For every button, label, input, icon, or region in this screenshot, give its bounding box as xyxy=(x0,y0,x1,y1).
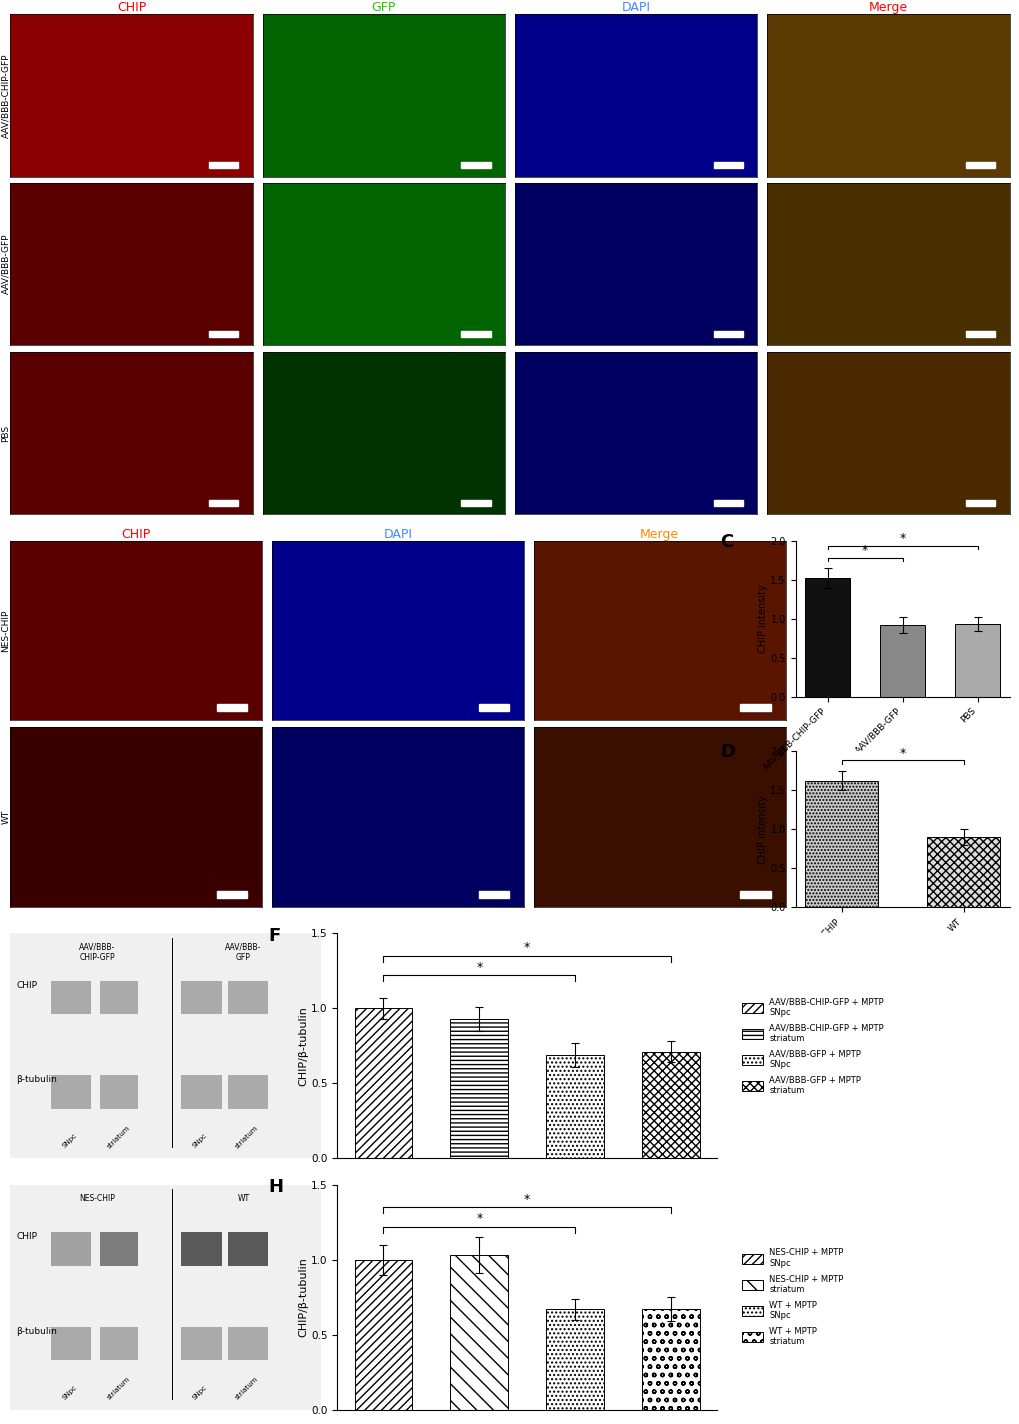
Bar xyxy=(740,703,770,711)
Bar xyxy=(181,1232,221,1266)
Y-axis label: PBS: PBS xyxy=(2,424,10,441)
Text: *: * xyxy=(524,1193,530,1206)
Bar xyxy=(804,780,877,907)
Legend: NES-CHIP + MPTP
SNpc, NES-CHIP + MPTP
striatum, WT + MPTP
SNpc, WT + MPTP
striat: NES-CHIP + MPTP SNpc, NES-CHIP + MPTP st… xyxy=(737,1245,847,1350)
Bar xyxy=(965,330,995,337)
Y-axis label: CHIP intensity: CHIP intensity xyxy=(757,584,767,652)
Text: striatum: striatum xyxy=(106,1125,131,1149)
Bar xyxy=(100,981,138,1014)
Bar xyxy=(926,837,999,907)
Text: β-tubulin: β-tubulin xyxy=(16,1075,57,1084)
Text: *: * xyxy=(899,746,905,760)
Bar xyxy=(546,1309,603,1410)
Y-axis label: CHIP/β-tubulin: CHIP/β-tubulin xyxy=(298,1005,308,1087)
Text: striatum: striatum xyxy=(233,1125,259,1149)
Bar xyxy=(100,1327,138,1360)
Y-axis label: CHIP intensity: CHIP intensity xyxy=(757,795,767,863)
Text: NES-CHIP: NES-CHIP xyxy=(79,1193,115,1203)
Text: *: * xyxy=(899,533,905,545)
Text: β-tubulin: β-tubulin xyxy=(16,1327,57,1336)
Text: CHIP: CHIP xyxy=(16,981,38,990)
Bar xyxy=(100,1232,138,1266)
Text: *: * xyxy=(476,961,482,974)
Text: AAV/BBB-
CHIP-GFP: AAV/BBB- CHIP-GFP xyxy=(79,943,115,961)
Bar xyxy=(804,578,850,696)
Bar xyxy=(227,981,268,1014)
Text: WT: WT xyxy=(237,1193,250,1203)
Y-axis label: CHIP/β-tubulin: CHIP/β-tubulin xyxy=(298,1257,308,1337)
Text: H: H xyxy=(269,1178,283,1196)
Bar xyxy=(478,891,508,899)
Bar xyxy=(227,1232,268,1266)
Y-axis label: NES-CHIP: NES-CHIP xyxy=(2,609,10,652)
Text: SNpc: SNpc xyxy=(192,1384,208,1401)
Bar xyxy=(209,330,238,337)
Bar xyxy=(965,162,995,168)
Y-axis label: AAV/BBB-CHIP-GFP: AAV/BBB-CHIP-GFP xyxy=(2,53,10,138)
Title: Merge: Merge xyxy=(868,1,907,14)
Bar xyxy=(51,1232,91,1266)
Bar xyxy=(355,1260,412,1410)
Title: CHIP: CHIP xyxy=(117,1,146,14)
Bar xyxy=(181,981,221,1014)
Legend: AAV/BBB-CHIP-GFP + MPTP
SNpc, AAV/BBB-CHIP-GFP + MPTP
striatum, AAV/BBB-GFP + MP: AAV/BBB-CHIP-GFP + MPTP SNpc, AAV/BBB-CH… xyxy=(737,993,888,1099)
Bar xyxy=(51,981,91,1014)
Bar xyxy=(740,891,770,899)
Bar xyxy=(227,1075,268,1109)
Bar xyxy=(181,1075,221,1109)
Bar xyxy=(461,162,490,168)
Bar xyxy=(713,500,742,506)
Text: *: * xyxy=(524,941,530,954)
Bar xyxy=(209,500,238,506)
Title: DAPI: DAPI xyxy=(383,527,412,541)
Bar xyxy=(713,162,742,168)
Bar xyxy=(51,1075,91,1109)
Bar xyxy=(51,1327,91,1360)
Text: striatum: striatum xyxy=(233,1376,259,1401)
Y-axis label: AAV/BBB-GFP: AAV/BBB-GFP xyxy=(2,234,10,295)
Text: CHIP: CHIP xyxy=(16,1232,38,1242)
Bar xyxy=(217,703,247,711)
Bar xyxy=(954,624,999,696)
Title: DAPI: DAPI xyxy=(621,1,650,14)
Bar xyxy=(879,625,924,696)
Bar xyxy=(355,1008,412,1159)
Bar xyxy=(100,1075,138,1109)
Title: Merge: Merge xyxy=(640,527,679,541)
Text: AAV/BBB-
GFP: AAV/BBB- GFP xyxy=(225,943,261,961)
Title: CHIP: CHIP xyxy=(121,527,151,541)
Bar xyxy=(209,162,238,168)
Bar xyxy=(227,1327,268,1360)
Text: *: * xyxy=(476,1212,482,1225)
Bar xyxy=(450,1256,507,1410)
Text: SNpc: SNpc xyxy=(61,1384,77,1401)
Text: *: * xyxy=(861,544,867,557)
Text: SNpc: SNpc xyxy=(61,1132,77,1149)
Bar xyxy=(965,500,995,506)
Text: D: D xyxy=(719,743,735,762)
Bar xyxy=(181,1327,221,1360)
Bar xyxy=(450,1020,507,1159)
Text: F: F xyxy=(269,927,281,944)
Text: C: C xyxy=(719,533,733,551)
Bar xyxy=(713,330,742,337)
Bar xyxy=(642,1309,699,1410)
Bar xyxy=(642,1052,699,1159)
Text: SNpc: SNpc xyxy=(192,1132,208,1149)
Bar xyxy=(546,1055,603,1159)
Bar xyxy=(478,703,508,711)
Title: GFP: GFP xyxy=(371,1,395,14)
Y-axis label: WT: WT xyxy=(2,810,10,824)
Bar xyxy=(461,330,490,337)
Bar xyxy=(217,891,247,899)
Text: striatum: striatum xyxy=(106,1376,131,1401)
Bar xyxy=(461,500,490,506)
